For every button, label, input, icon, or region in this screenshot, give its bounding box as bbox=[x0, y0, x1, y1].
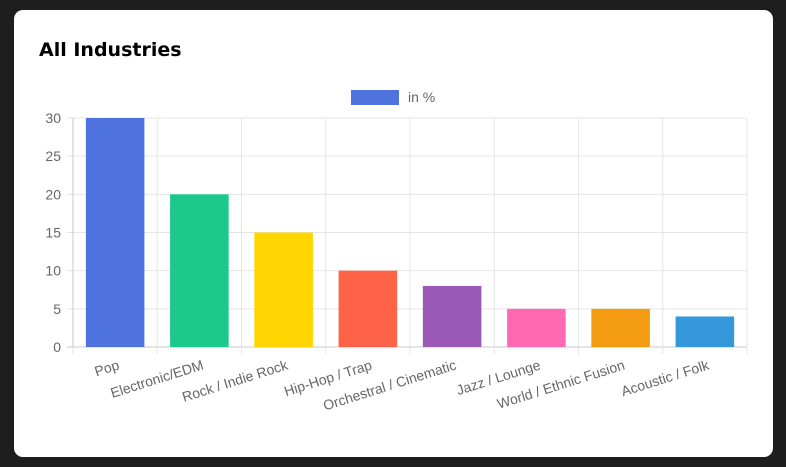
bar bbox=[591, 308, 650, 347]
y-tick-label: 20 bbox=[45, 186, 61, 202]
y-tick-label: 25 bbox=[45, 148, 61, 164]
bar bbox=[675, 316, 735, 347]
y-tick-label: 0 bbox=[53, 339, 61, 355]
chart-bars bbox=[85, 118, 735, 347]
y-tick-label: 10 bbox=[45, 263, 61, 279]
legend-swatch[interactable] bbox=[351, 90, 399, 105]
bar bbox=[507, 308, 566, 347]
bar bbox=[422, 285, 482, 347]
chart-legend[interactable]: in % bbox=[351, 89, 435, 105]
y-tick-label: 5 bbox=[53, 301, 61, 317]
x-tick-label: Pop bbox=[92, 357, 121, 380]
y-tick-label: 15 bbox=[45, 225, 61, 241]
bar bbox=[170, 194, 229, 347]
bar bbox=[85, 118, 145, 347]
chart-title: All Industries bbox=[39, 39, 182, 61]
y-tick-label: 30 bbox=[45, 110, 61, 126]
legend-label[interactable]: in % bbox=[408, 89, 435, 105]
y-axis-ticks: 0 5 10 15 20 25 30 bbox=[45, 110, 61, 355]
x-tick-label: Acoustic / Folk bbox=[619, 356, 712, 399]
bar bbox=[254, 232, 313, 347]
bar bbox=[338, 270, 398, 347]
